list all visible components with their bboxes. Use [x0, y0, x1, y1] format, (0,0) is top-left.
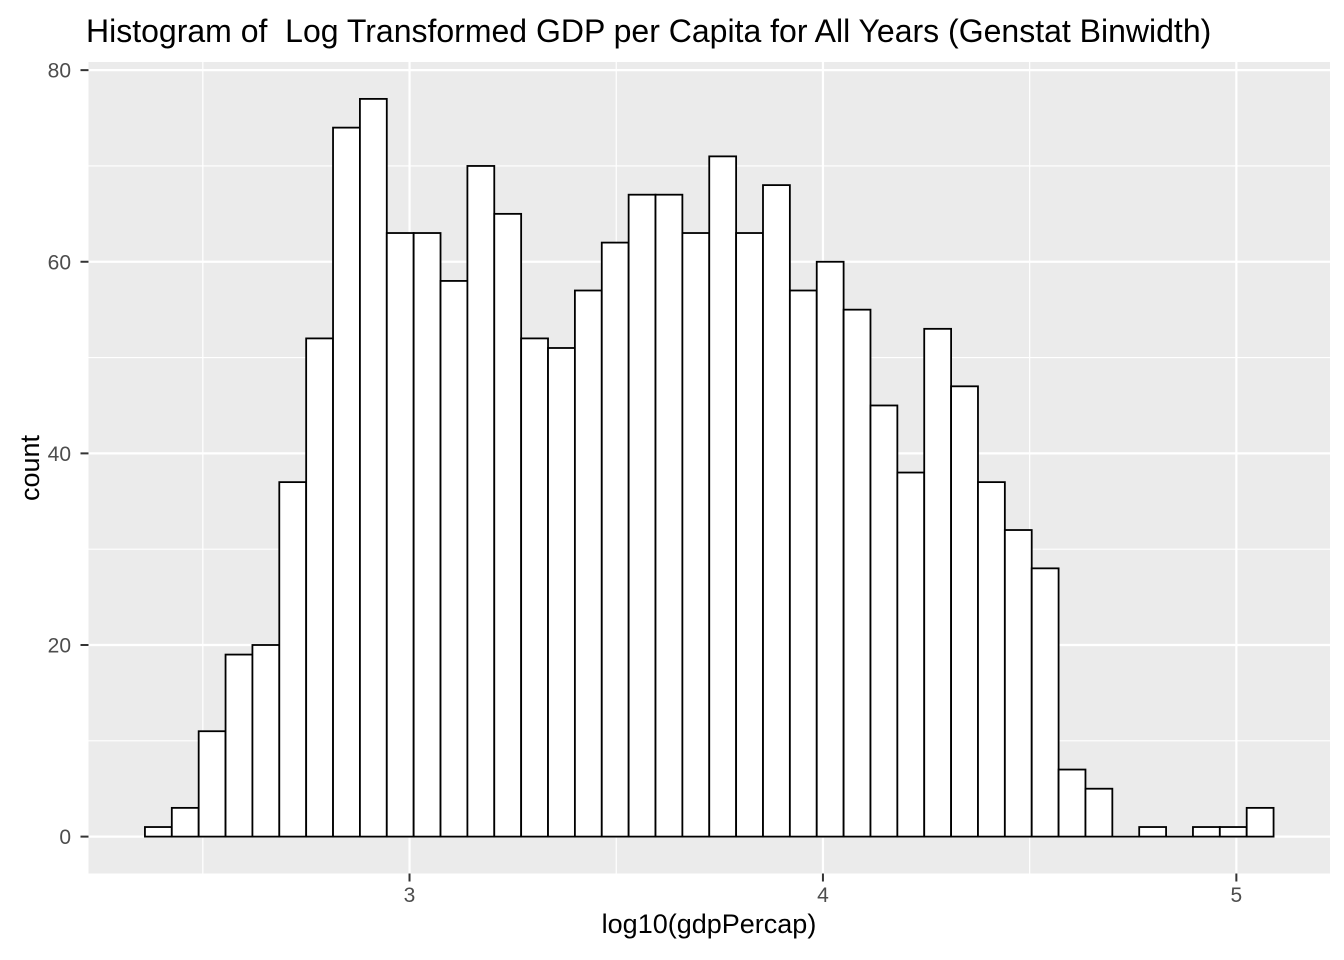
x-tick-label: 5: [1231, 884, 1243, 907]
histogram-bar: [1003, 529, 1033, 838]
histogram-bar: [923, 327, 953, 838]
histogram-bar: [547, 347, 576, 838]
histogram-bar: [1138, 826, 1167, 838]
histogram-bar: [278, 481, 308, 838]
histogram-bar: [600, 241, 630, 838]
x-axis-title: log10(gdpPercap): [601, 909, 817, 939]
histogram-bar: [359, 97, 388, 838]
histogram-bar: [842, 308, 872, 838]
x-tick-label: 3: [404, 884, 416, 907]
histogram-bar: [815, 260, 845, 838]
histogram-bar: [1245, 806, 1275, 838]
histogram-bar: [144, 826, 173, 838]
histogram-bar: [466, 165, 496, 838]
y-tick-label: 20: [48, 634, 71, 657]
histogram-bar: [654, 193, 684, 838]
histogram-bar: [197, 730, 227, 838]
y-axis-title: count: [15, 434, 45, 502]
histogram-bar: [493, 212, 523, 838]
y-tick-label: 40: [48, 443, 71, 466]
histogram-bar: [1084, 787, 1114, 838]
chart-title: Histogram of Log Transformed GDP per Cap…: [86, 13, 1212, 49]
histogram-bar: [1030, 567, 1060, 838]
histogram-bar: [950, 385, 979, 838]
histogram-bar: [573, 289, 603, 838]
histogram-bar: [708, 155, 738, 838]
y-tick-label: 0: [59, 826, 71, 849]
histogram-bar: [735, 232, 764, 838]
histogram-bar: [305, 337, 334, 838]
y-tick-label: 60: [48, 251, 71, 274]
histogram-bar: [1218, 826, 1248, 838]
histogram-bar: [224, 653, 254, 838]
histogram-bar: [977, 481, 1006, 838]
histogram-bar: [1057, 768, 1087, 838]
histogram-bar: [869, 404, 899, 838]
histogram-bar: [762, 184, 791, 838]
histogram-bar: [896, 471, 926, 838]
histogram-bar: [520, 337, 549, 838]
histogram-bar: [385, 232, 415, 838]
histogram-bar: [681, 232, 711, 838]
histogram-bar: [627, 193, 657, 838]
histogram-bar: [332, 126, 361, 838]
histogram-bar: [170, 806, 200, 838]
x-tick-label: 4: [817, 884, 829, 907]
y-tick-label: 80: [48, 60, 71, 83]
histogram-bar: [788, 289, 818, 838]
histogram-bar: [251, 644, 281, 838]
histogram-bar: [1192, 826, 1221, 838]
histogram-bar: [412, 232, 442, 838]
histogram-bar: [439, 280, 469, 838]
